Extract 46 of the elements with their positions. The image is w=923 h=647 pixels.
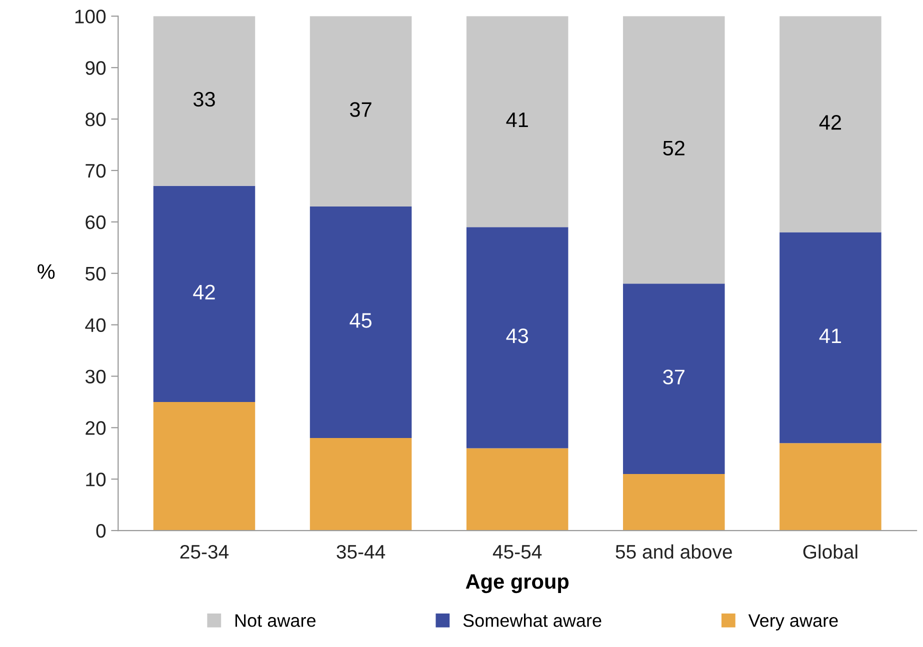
x-tick-label: Global [803,544,858,559]
bar [466,448,568,531]
bar [310,206,412,438]
x-tick-label: 45-54 [492,545,542,559]
y-tick-label: 30 [85,370,106,384]
x-tick-label: 25-34 [180,544,229,559]
bar [466,227,568,448]
y-tick-label: 50 [85,266,106,281]
data-label: 52 [663,140,684,156]
bar [153,16,256,186]
bar [780,16,882,232]
y-tick-label: 0 [96,524,106,538]
y-tick-label: 60 [86,215,106,230]
bar [153,402,256,531]
bar [623,16,725,284]
y-tick-label: 80 [86,112,106,126]
data-label: 33 [193,92,215,107]
data-label: 41 [819,328,842,344]
y-tick-label: 100 [75,10,106,24]
y-tick-label: 40 [85,318,106,332]
legend-label: Somewhat aware [463,614,602,627]
data-label: 43 [506,328,528,344]
bar [623,284,725,474]
y-tick-label: 90 [86,61,106,75]
legend-label: Very aware [748,614,838,630]
bar [310,438,412,531]
legend-label: Not aware [235,614,316,627]
data-label: 37 [350,102,372,117]
bar [780,232,882,444]
x-tick-label: 35-44 [336,544,386,559]
y-tick-label: 20 [86,421,106,435]
y-tick-label: 10 [86,472,106,486]
bar [310,16,412,206]
data-label: 37 [663,370,684,384]
y-tick-label: 70 [86,164,106,178]
data-label: 45 [350,313,372,328]
y-axis-title: % [38,264,55,279]
data-label: 42 [193,284,215,300]
x-tick-label: 55 and above [616,544,732,559]
data-label: 41 [506,112,528,128]
bar [780,443,882,531]
data-label: 42 [819,115,841,130]
x-axis-title: Age group [466,574,569,594]
bar [623,474,725,531]
bar [466,16,568,228]
bar [153,186,256,402]
